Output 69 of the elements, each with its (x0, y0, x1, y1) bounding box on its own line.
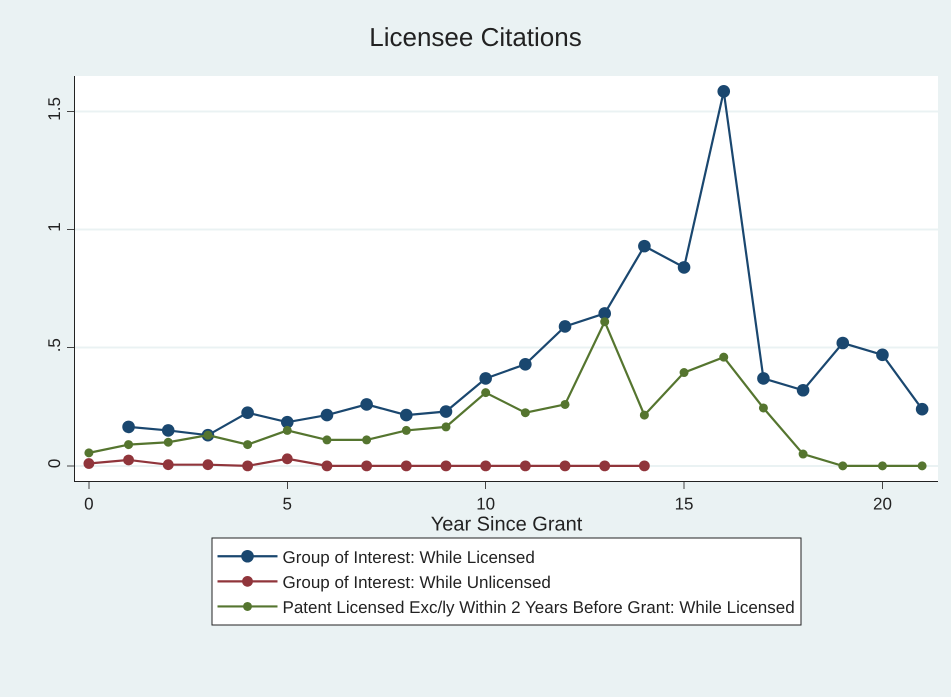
legend-label: Group of Interest: While Unlicensed (282, 572, 551, 592)
point (560, 460, 570, 472)
point (520, 408, 530, 418)
point (441, 422, 450, 432)
point (838, 461, 848, 470)
point (282, 453, 293, 464)
point (162, 459, 174, 470)
point (599, 460, 610, 472)
point (320, 408, 334, 422)
point (479, 372, 492, 385)
point (124, 440, 134, 450)
point (638, 460, 650, 472)
legend-label: Patent Licensed Exc/ly Within 2 Years Before Grant: While Licensed (282, 598, 795, 618)
point (164, 438, 173, 447)
point (282, 426, 292, 435)
point (400, 460, 412, 472)
y-tick-label: 1 (45, 222, 64, 232)
point (322, 460, 332, 472)
point (918, 461, 927, 470)
point (361, 460, 372, 472)
point (162, 424, 175, 437)
y-tick-label: 1.5 (45, 97, 64, 121)
point (678, 261, 690, 274)
point (402, 426, 411, 435)
point (322, 435, 332, 444)
point (798, 450, 808, 459)
point (481, 388, 490, 398)
point (362, 435, 372, 444)
x-tick-label: 15 (674, 494, 694, 514)
point (558, 320, 572, 333)
x-axis-title: Year Since Grant (430, 513, 583, 536)
x-tick-label: 20 (872, 494, 892, 514)
point (242, 460, 253, 472)
point (243, 440, 252, 450)
point (440, 460, 452, 472)
point (758, 403, 768, 412)
point (876, 348, 889, 362)
point (440, 405, 452, 418)
point (836, 336, 850, 350)
point (519, 358, 532, 371)
point (241, 406, 254, 420)
point (480, 460, 492, 472)
point (202, 459, 214, 470)
x-tick-label: 5 (282, 494, 292, 514)
y-tick-label: .5 (45, 338, 64, 352)
point (638, 240, 651, 252)
point (280, 416, 294, 428)
point (83, 458, 94, 469)
point (360, 398, 373, 411)
x-tick-label: 10 (476, 494, 496, 514)
point (680, 368, 689, 378)
point (122, 420, 135, 434)
point (640, 410, 649, 420)
point (600, 317, 610, 326)
point (560, 400, 570, 409)
x-tick-label: 0 (84, 494, 94, 514)
point (400, 408, 413, 422)
point (84, 448, 94, 458)
point (757, 372, 770, 385)
point (796, 384, 810, 397)
chart-title: Licensee Citations (369, 22, 582, 52)
point (878, 461, 887, 470)
y-tick-label: 0 (45, 458, 64, 468)
legend-label: Group of Interest: While Licensed (282, 548, 535, 567)
point (916, 402, 928, 416)
point (123, 454, 134, 466)
point (719, 352, 728, 362)
point (717, 85, 730, 98)
point (520, 460, 531, 472)
